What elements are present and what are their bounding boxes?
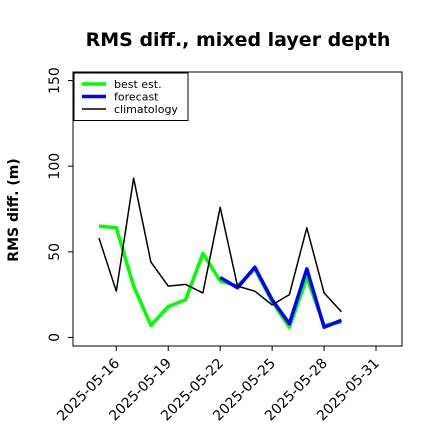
chart-title: RMS diff., mixed layer depth (86, 29, 391, 51)
y-tick-label-100: 100 (47, 153, 63, 180)
y-tick-label-150: 150 (47, 67, 63, 94)
plot-frame (72, 71, 403, 347)
legend-label-climatology: climatology (114, 103, 178, 116)
series-line-best-est (98, 224, 342, 329)
legend-label-forecast: forecast (114, 91, 159, 104)
y-tick-label-50: 50 (47, 243, 63, 261)
y-axis-label: RMS diff. (m) (6, 158, 22, 261)
series-line-forecast (219, 265, 343, 329)
series-line-climatology (98, 177, 342, 313)
legend-label-best-est: best est. (114, 78, 162, 91)
y-tick-label-0: 0 (47, 333, 63, 342)
